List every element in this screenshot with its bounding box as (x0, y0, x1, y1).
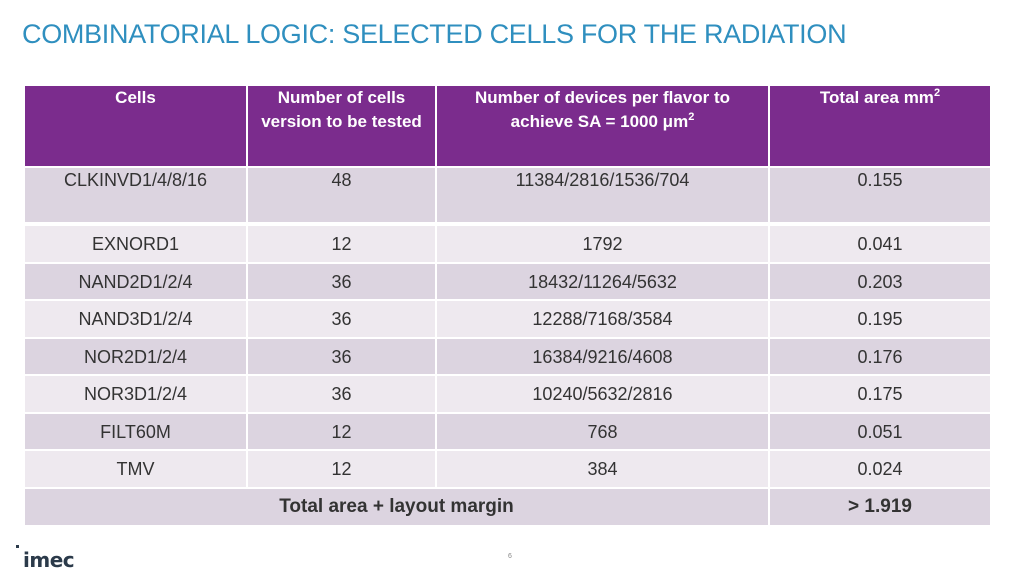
table-row: TMV 12 384 0.024 (25, 451, 990, 489)
table-header-row: Cells Number of cells version to be test… (25, 86, 990, 168)
cell-area: 0.024 (770, 451, 990, 489)
cell-name: NAND2D1/2/4 (25, 263, 248, 301)
header-devices: Number of devices per flavor to achieve … (437, 86, 770, 168)
slide-title: COMBINATORIAL LOGIC: SELECTED CELLS FOR … (22, 19, 847, 49)
table-row: CLKINVD1/4/8/16 48 11384/2816/1536/704 0… (25, 168, 990, 226)
cell-count: 12 (248, 413, 437, 451)
cell-devices: 1792 (437, 226, 770, 264)
cell-devices: 384 (437, 451, 770, 489)
total-value: > 1.919 (770, 488, 990, 527)
header-area-text: Total area mm (819, 88, 934, 107)
header-area: Total area mm2 (770, 86, 990, 168)
table-row: NAND2D1/2/4 36 18432/11264/5632 0.203 (25, 263, 990, 301)
header-devices-sup: 2 (688, 111, 695, 123)
table-row: NAND3D1/2/4 36 12288/7168/3584 0.195 (25, 301, 990, 339)
cell-name: EXNORD1 (25, 226, 248, 264)
table-row: EXNORD1 12 1792 0.041 (25, 226, 990, 264)
cell-count: 48 (248, 168, 437, 226)
header-area-sup: 2 (933, 87, 941, 99)
cell-name: NAND3D1/2/4 (25, 301, 248, 339)
cell-name: TMV (25, 451, 248, 489)
cell-devices: 12288/7168/3584 (437, 301, 770, 339)
cell-area: 0.175 (770, 376, 990, 414)
cell-name: FILT60M (25, 413, 248, 451)
cell-name: NOR3D1/2/4 (25, 376, 248, 414)
cell-name: NOR2D1/2/4 (25, 338, 248, 376)
table-row: NOR2D1/2/4 36 16384/9216/4608 0.176 (25, 338, 990, 376)
cell-devices: 10240/5632/2816 (437, 376, 770, 414)
cells-table: Cells Number of cells version to be test… (25, 86, 990, 527)
logo-text: imec (23, 548, 75, 572)
header-devices-text: Number of devices per flavor to achieve … (474, 88, 731, 131)
table-row: FILT60M 12 768 0.051 (25, 413, 990, 451)
cell-count: 36 (248, 301, 437, 339)
cell-devices: 18432/11264/5632 (437, 263, 770, 301)
cell-name: CLKINVD1/4/8/16 (25, 168, 248, 226)
cell-devices: 768 (437, 413, 770, 451)
cell-area: 0.203 (770, 263, 990, 301)
page-number: 6 (508, 553, 512, 560)
cell-devices: 11384/2816/1536/704 (437, 168, 770, 226)
cell-area: 0.155 (770, 168, 990, 226)
logo-dot-icon (16, 545, 19, 548)
cell-area: 0.176 (770, 338, 990, 376)
imec-logo: imec (16, 543, 75, 572)
cell-count: 12 (248, 226, 437, 264)
cell-count: 36 (248, 263, 437, 301)
cell-count: 12 (248, 451, 437, 489)
cell-area: 0.051 (770, 413, 990, 451)
cell-count: 36 (248, 338, 437, 376)
total-row: Total area + layout margin > 1.919 (25, 488, 990, 527)
header-cells: Cells (25, 86, 248, 168)
header-count: Number of cells version to be tested (248, 86, 437, 168)
cell-count: 36 (248, 376, 437, 414)
total-label: Total area + layout margin (25, 488, 770, 527)
cell-area: 0.041 (770, 226, 990, 264)
table-row: NOR3D1/2/4 36 10240/5632/2816 0.175 (25, 376, 990, 414)
cell-area: 0.195 (770, 301, 990, 339)
cell-devices: 16384/9216/4608 (437, 338, 770, 376)
